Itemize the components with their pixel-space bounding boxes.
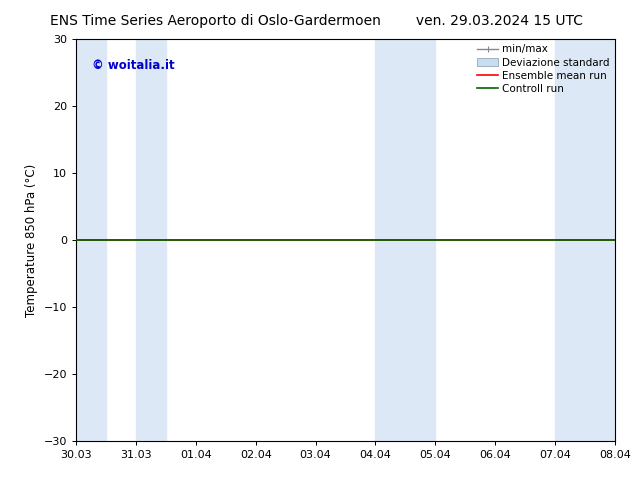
Bar [375,39,436,441]
Legend: min/max, Deviazione standard, Ensemble mean run, Controll run: min/max, Deviazione standard, Ensemble m… [474,41,613,97]
Bar [76,39,106,441]
Bar [555,39,615,441]
Text: ENS Time Series Aeroporto di Oslo-Gardermoen        ven. 29.03.2024 15 UTC: ENS Time Series Aeroporto di Oslo-Garder… [51,14,583,28]
Y-axis label: Temperature 850 hPa (°C): Temperature 850 hPa (°C) [25,164,38,317]
Text: © woitalia.it: © woitalia.it [93,59,175,73]
Bar [136,39,166,441]
